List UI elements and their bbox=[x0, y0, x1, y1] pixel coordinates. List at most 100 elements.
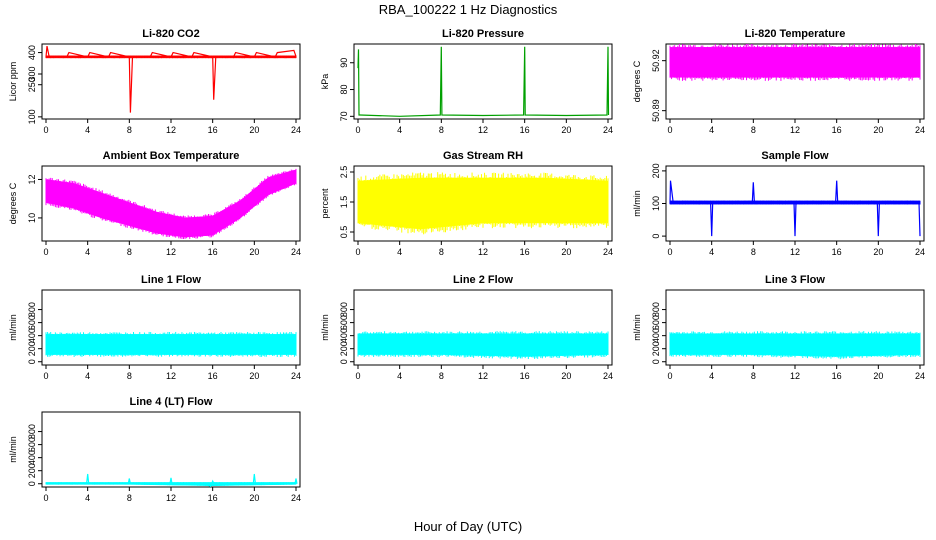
y-tick-label: 70 bbox=[339, 111, 349, 121]
x-tick-label: 16 bbox=[208, 493, 218, 503]
x-tick-label: 12 bbox=[790, 247, 800, 257]
x-tick-label: 8 bbox=[751, 247, 756, 257]
x-tick-label: 20 bbox=[249, 493, 259, 503]
y-tick-label: 12 bbox=[27, 174, 37, 184]
y-tick-label: 300 bbox=[27, 66, 37, 81]
y-tick-label: 400 bbox=[27, 328, 37, 343]
x-tick-label: 24 bbox=[603, 247, 613, 257]
x-tick-label: 0 bbox=[43, 493, 48, 503]
x-tick-label: 12 bbox=[166, 493, 176, 503]
x-tick-label: 24 bbox=[291, 371, 301, 381]
x-tick-label: 8 bbox=[127, 493, 132, 503]
y-tick-label: 200 bbox=[651, 163, 661, 178]
x-tick-label: 12 bbox=[166, 247, 176, 257]
x-tick-label: 0 bbox=[355, 247, 360, 257]
x-tick-label: 4 bbox=[397, 247, 402, 257]
x-tick-label: 16 bbox=[832, 247, 842, 257]
y-axis-label: degrees C bbox=[8, 182, 18, 224]
y-tick-label: 250 bbox=[27, 77, 37, 92]
panel-title: Li-820 CO2 bbox=[142, 28, 199, 40]
x-tick-label: 0 bbox=[667, 125, 672, 135]
x-tick-label: 16 bbox=[520, 371, 530, 381]
y-tick-label: 50.89 bbox=[651, 99, 661, 122]
y-tick-label: 800 bbox=[651, 302, 661, 317]
chart-panel: Li-820 Temperature 0 4 8 12 16 20 24 50.89 50.92 d… bbox=[632, 28, 925, 135]
y-axis-label: kPa bbox=[320, 74, 330, 90]
y-tick-label: 100 bbox=[651, 196, 661, 211]
panel-title: Line 4 (LT) Flow bbox=[130, 396, 213, 408]
plot-frame bbox=[41, 411, 301, 488]
y-axis-label: ml/min bbox=[320, 314, 330, 341]
x-tick-label: 16 bbox=[520, 125, 530, 135]
chart-panel: Sample Flow 0 4 8 12 16 20 24 0 100 200 ml/min bbox=[632, 150, 925, 257]
x-tick-label: 20 bbox=[561, 125, 571, 135]
y-tick-label: 400 bbox=[27, 45, 37, 60]
y-tick-label: 800 bbox=[339, 302, 349, 317]
x-tick-label: 12 bbox=[790, 125, 800, 135]
y-tick-label: 600 bbox=[27, 315, 37, 330]
x-tick-label: 12 bbox=[166, 125, 176, 135]
panel-title: Li-820 Pressure bbox=[442, 28, 524, 40]
x-tick-label: 20 bbox=[561, 371, 571, 381]
x-tick-label: 24 bbox=[291, 247, 301, 257]
x-tick-label: 0 bbox=[43, 371, 48, 381]
x-tick-label: 4 bbox=[85, 371, 90, 381]
y-tick-label: 2.5 bbox=[339, 166, 349, 179]
x-tick-label: 4 bbox=[397, 125, 402, 135]
y-tick-label: 200 bbox=[651, 341, 661, 356]
x-tick-label: 20 bbox=[873, 371, 883, 381]
y-tick-label: 0 bbox=[651, 234, 661, 239]
y-tick-label: 0 bbox=[27, 359, 37, 364]
x-tick-label: 0 bbox=[355, 125, 360, 135]
y-axis-label: ml/min bbox=[8, 314, 18, 341]
y-axis-label: ml/min bbox=[632, 190, 642, 217]
x-tick-label: 20 bbox=[249, 125, 259, 135]
y-tick-label: 400 bbox=[27, 450, 37, 465]
x-tick-label: 4 bbox=[709, 247, 714, 257]
x-tick-label: 20 bbox=[561, 247, 571, 257]
x-tick-label: 8 bbox=[127, 247, 132, 257]
x-tick-label: 16 bbox=[208, 371, 218, 381]
y-axis-label: Licor ppm bbox=[8, 62, 18, 102]
chart-panel: Line 4 (LT) Flow 0 4 8 12 16 20 24 0 200400600800… bbox=[8, 396, 301, 503]
x-tick-label: 0 bbox=[667, 247, 672, 257]
x-tick-label: 12 bbox=[790, 371, 800, 381]
figure-title: RBA_100222 1 Hz Diagnostics bbox=[379, 2, 558, 17]
panel-title: Li-820 Temperature bbox=[745, 28, 846, 40]
plot-data bbox=[669, 331, 921, 360]
x-tick-label: 8 bbox=[439, 125, 444, 135]
y-tick-label: 200 bbox=[27, 341, 37, 356]
y-tick-label: 0 bbox=[27, 481, 37, 486]
x-tick-label: 0 bbox=[43, 125, 48, 135]
x-tick-label: 4 bbox=[397, 371, 402, 381]
x-tick-label: 16 bbox=[208, 125, 218, 135]
y-tick-label: 400 bbox=[339, 328, 349, 343]
x-tick-label: 8 bbox=[751, 125, 756, 135]
x-tick-label: 4 bbox=[85, 125, 90, 135]
y-tick-label: 80 bbox=[339, 85, 349, 95]
y-tick-label: 600 bbox=[651, 315, 661, 330]
x-tick-label: 0 bbox=[355, 371, 360, 381]
y-tick-label: 0 bbox=[339, 359, 349, 364]
x-tick-label: 16 bbox=[208, 247, 218, 257]
plot-data bbox=[45, 45, 297, 113]
plot-data bbox=[357, 46, 610, 117]
plot-data bbox=[45, 331, 297, 357]
data-line bbox=[357, 46, 610, 117]
chart-panel: Li-820 Pressure 0 4 8 12 16 20 24 70 80 90 kPa bbox=[320, 28, 613, 135]
panel-title: Gas Stream RH bbox=[443, 150, 523, 162]
plot-data bbox=[45, 168, 297, 240]
x-tick-label: 4 bbox=[709, 125, 714, 135]
x-tick-label: 24 bbox=[915, 247, 925, 257]
y-axis-label: percent bbox=[320, 188, 330, 219]
panel-title: Line 2 Flow bbox=[453, 274, 513, 286]
chart-panel: Ambient Box Temperature 0 4 8 12 16 20 24 10 12 de… bbox=[8, 150, 301, 257]
y-axis-label: ml/min bbox=[8, 436, 18, 463]
x-tick-label: 24 bbox=[291, 493, 301, 503]
x-tick-label: 24 bbox=[915, 371, 925, 381]
